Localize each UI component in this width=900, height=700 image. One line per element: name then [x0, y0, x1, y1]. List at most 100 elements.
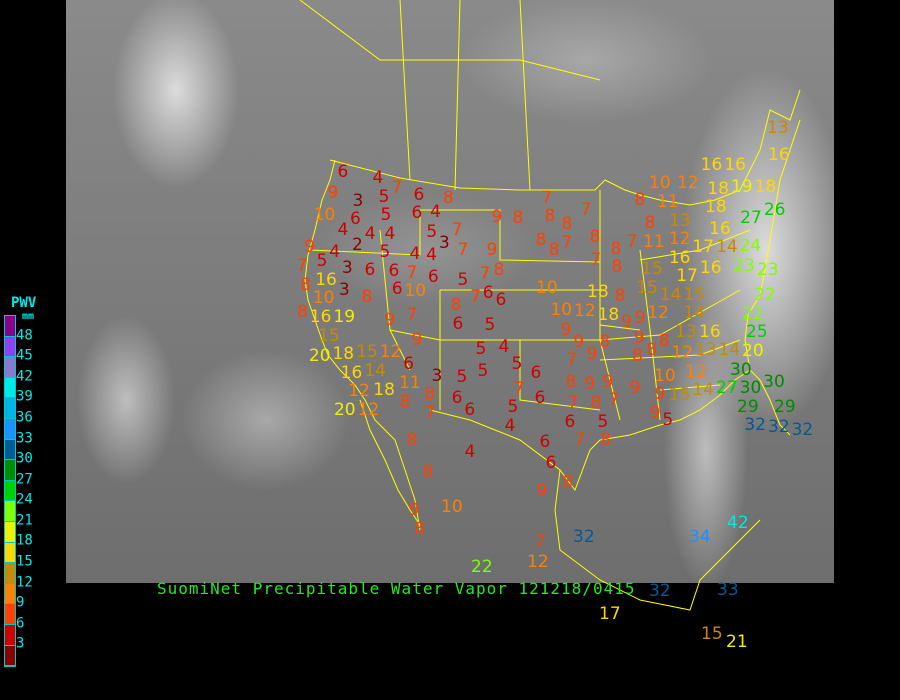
- station-pwv-value: 7: [580, 199, 592, 220]
- station-pwv-value: 16: [699, 321, 721, 342]
- station-pwv-value: 11: [399, 372, 421, 393]
- province-line: [299, 0, 601, 81]
- station-pwv-value: 17: [692, 237, 714, 258]
- state-line: [519, 340, 601, 411]
- station-pwv-value: 6: [495, 289, 507, 310]
- station-pwv-value: 13: [767, 117, 789, 138]
- station-pwv-value: 30: [763, 371, 785, 392]
- station-pwv-value: 42: [727, 512, 749, 533]
- state-line: [420, 209, 601, 263]
- station-pwv-value: 9: [560, 319, 572, 340]
- station-pwv-value: 9: [629, 377, 641, 398]
- station-pwv-value: 7: [561, 232, 573, 253]
- station-pwv-value: 15: [356, 341, 378, 362]
- station-pwv-value: 33: [717, 579, 739, 600]
- station-pwv-value: 7: [513, 378, 525, 399]
- legend-color-bar: [4, 315, 16, 667]
- station-pwv-value: 32: [573, 526, 595, 547]
- station-pwv-value: 6: [545, 452, 557, 473]
- state-line: [454, 0, 461, 191]
- station-pwv-value: 10: [654, 365, 676, 386]
- station-pwv-value: 12: [527, 551, 549, 572]
- station-pwv-value: 6: [564, 411, 576, 432]
- station-pwv-value: 6: [482, 282, 494, 303]
- station-pwv-value: 8: [300, 274, 311, 295]
- legend-label: 39: [16, 388, 33, 405]
- station-pwv-value: 17: [676, 266, 698, 287]
- station-pwv-value: 2: [352, 234, 363, 255]
- station-pwv-value: 16: [724, 154, 746, 175]
- station-pwv-value: 3: [341, 257, 353, 278]
- station-pwv-value: 8: [658, 331, 670, 352]
- baja-coast: [359, 399, 421, 526]
- station-pwv-value: 6: [427, 266, 439, 287]
- station-pwv-value: 8: [361, 286, 373, 307]
- legend-label: 9: [16, 594, 25, 611]
- station-pwv-value: 23: [756, 259, 779, 280]
- station-pwv-value: 9: [536, 480, 548, 501]
- station-pwv-value: 7: [566, 350, 578, 371]
- station-pwv-value: 7: [541, 187, 553, 208]
- station-pwv-value: 8: [610, 238, 622, 259]
- station-pwv-value: 26: [763, 199, 786, 220]
- station-pwv-value: 8: [422, 461, 434, 482]
- station-pwv-value: 18: [754, 176, 777, 197]
- station-pwv-value: 32: [744, 415, 766, 436]
- station-pwv-value: 8: [297, 301, 308, 322]
- station-pwv-value: 29: [737, 396, 759, 417]
- station-pwv-value: 8: [562, 471, 574, 492]
- legend-unit: mm: [22, 311, 35, 322]
- station-pwv-value: 16: [309, 306, 332, 327]
- station-pwv-value: 9: [408, 500, 420, 521]
- station-pwv-value: 9: [586, 343, 598, 364]
- station-pwv-value: 5: [378, 186, 390, 207]
- station-pwv-value: 16: [315, 269, 337, 290]
- station-pwv-value: 24: [739, 235, 762, 256]
- station-pwv-value: 25: [746, 322, 768, 343]
- station-pwv-value: 9: [654, 384, 666, 405]
- station-pwv-value: 6: [364, 259, 376, 280]
- station-pwv-value: 6: [530, 362, 542, 383]
- station-pwv-value: 8: [644, 213, 656, 234]
- station-pwv-value: 18: [587, 282, 609, 303]
- legend-label: 21: [16, 512, 33, 529]
- station-pwv-value: 6: [403, 354, 415, 375]
- station-pwv-value: 15: [683, 284, 706, 305]
- station-pwv-value: 11: [643, 231, 665, 252]
- station-pwv-value: 7: [457, 239, 469, 260]
- station-pwv-value: 3: [438, 232, 450, 253]
- station-pwv-value: 8: [561, 214, 573, 235]
- station-pwv-value: 16: [668, 247, 691, 268]
- station-pwv-value: 9: [633, 327, 645, 348]
- legend-label: 30: [16, 450, 33, 467]
- station-pwv-value: 21: [726, 631, 748, 652]
- station-pwv-value: 6: [452, 313, 464, 334]
- legend-label: 6: [16, 615, 25, 632]
- station-pwv-value: 10: [313, 204, 336, 225]
- legend-label: 45: [16, 347, 33, 364]
- station-pwv-value: 32: [649, 580, 671, 601]
- station-pwv-value: 4: [464, 441, 476, 462]
- station-pwv-value: 23: [733, 256, 755, 277]
- station-pwv-value: 4: [504, 415, 516, 436]
- station-pwv-value: 12: [647, 303, 669, 324]
- station-pwv-value: 22: [471, 556, 493, 577]
- legend-label: 42: [16, 368, 33, 385]
- state-line: [599, 190, 621, 421]
- station-pwv-value: 8: [632, 346, 643, 367]
- state-line: [389, 289, 741, 341]
- station-pwv-value: 18: [373, 379, 395, 400]
- legend-label: 24: [16, 491, 33, 508]
- station-pwv-value: 7: [574, 430, 586, 451]
- station-pwv-value: 12: [677, 173, 699, 194]
- station-pwv-value: 6: [539, 431, 551, 452]
- station-pwv-value: 12: [685, 361, 707, 382]
- station-pwv-value: 9: [384, 309, 396, 330]
- station-pwv-value: 9: [573, 331, 585, 352]
- station-pwv-value: 5: [475, 338, 487, 359]
- legend-swatch: [5, 583, 15, 605]
- station-pwv-value: 9: [634, 307, 646, 328]
- station-pwv-value: 10: [312, 288, 335, 309]
- station-pwv-value: 9: [621, 311, 632, 332]
- station-pwv-value: 30: [730, 359, 752, 380]
